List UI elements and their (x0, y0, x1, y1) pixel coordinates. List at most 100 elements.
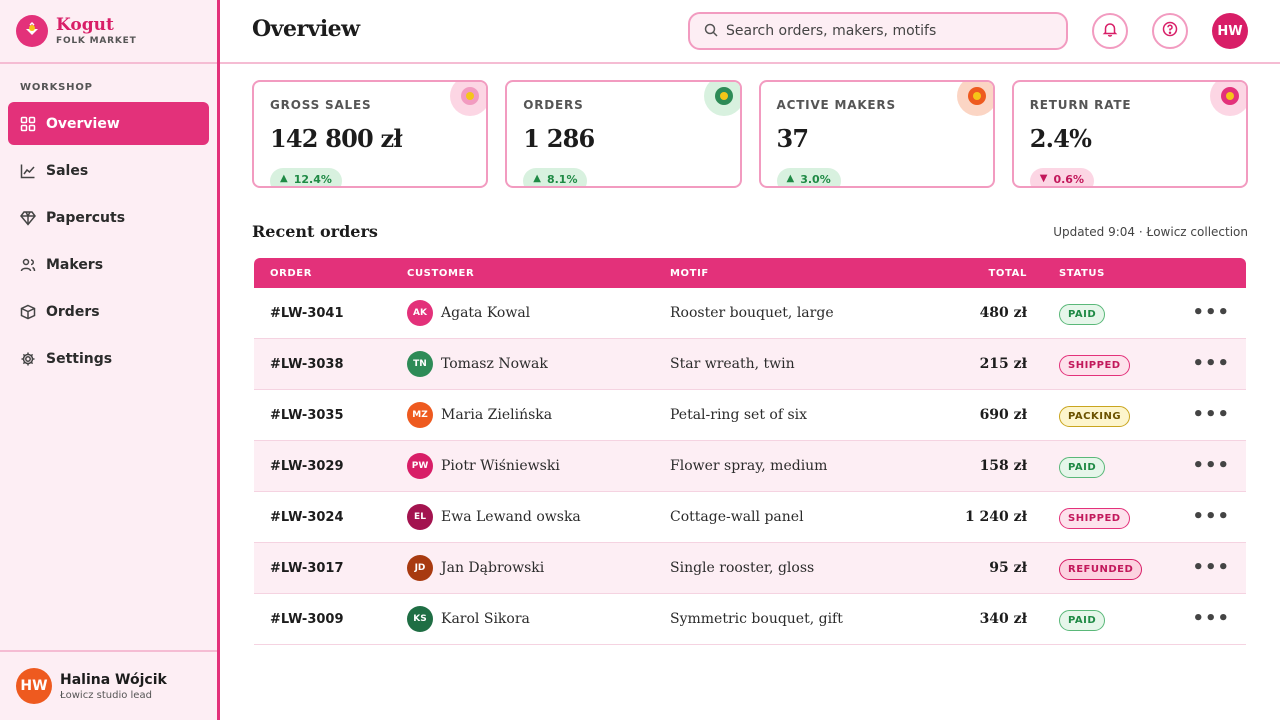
order-id[interactable]: #LW-3041 (270, 305, 344, 321)
search-icon (704, 22, 718, 41)
kpi-delta-value: 0.6% (1053, 173, 1084, 186)
kpi-delta-value: 8.1% (546, 173, 578, 186)
sidebar-item-label: Overview (46, 115, 120, 132)
kpi-card-gross-sales[interactable]: GROSS SALES 142 800 zł ▲ 12.4% (252, 80, 489, 188)
status-badge: REFUNDED (1059, 558, 1143, 580)
sidebar-item-papercuts[interactable]: Papercuts (8, 196, 209, 239)
table-row[interactable]: #LW-3009 KS Karol Sikora Symmetric bouqu… (254, 594, 1246, 645)
kpi-card-return-rate[interactable]: RETURN RATE 2.4% ▼ 0.6% (1011, 80, 1248, 188)
column-header-customer[interactable]: CUSTOMER (407, 267, 475, 279)
order-id[interactable]: #LW-3009 (270, 611, 344, 627)
user-profile[interactable]: HW Halina Wójcik Łowicz studio lead (0, 650, 217, 720)
status-cell: SHIPPED (1027, 506, 1170, 529)
user-role: Łowicz studio lead (60, 689, 152, 701)
kpi-card-orders[interactable]: ORDERS 1 286 ▲ 8.1% (505, 80, 742, 188)
sidebar-item-label: Papercuts (46, 209, 126, 226)
chevron-up-icon: ▲ (280, 173, 288, 184)
sidebar-item-label: Settings (46, 350, 113, 367)
total-cell: 158 zł (979, 458, 1027, 474)
customer-name: Piotr Wiśniewski (441, 458, 560, 474)
more-options-icon[interactable]: ••• (1192, 302, 1230, 323)
status-cell: SHIPPED (1027, 353, 1170, 376)
order-id[interactable]: #LW-3017 (270, 560, 344, 576)
table-row[interactable]: #LW-3041 AK Agata Kowal Rooster bouquet,… (254, 288, 1246, 339)
avatar[interactable]: HW (1212, 13, 1248, 49)
search-input[interactable] (726, 23, 1046, 39)
help-button[interactable] (1152, 13, 1188, 49)
chevron-down-icon: ▼ (1039, 173, 1048, 184)
orders-updated-meta: Updated 9:04 · Łowicz collection (1053, 225, 1248, 239)
kpi-delta-value: 12.4% (293, 173, 332, 186)
chart-line-icon (20, 163, 36, 179)
sidebar-item-sales[interactable]: Sales (8, 149, 209, 192)
status-badge: PAID (1059, 303, 1106, 325)
grid-icon (20, 116, 36, 132)
more-options-icon[interactable]: ••• (1192, 506, 1230, 527)
table-row[interactable]: #LW-3024 EL Ewa Lewand owska Cottage-wal… (254, 492, 1246, 543)
kpi-card-active-makers[interactable]: ACTIVE MAKERS 37 ▲ 3.0% (758, 80, 995, 188)
motif-cell: Cottage-wall panel (670, 509, 804, 525)
sidebar-item-makers[interactable]: Makers (8, 243, 209, 286)
table-row[interactable]: #LW-3029 PW Piotr Wiśniewski Flower spra… (254, 441, 1246, 492)
customer-name: Tomasz Nowak (441, 356, 548, 372)
row-actions: ••• (1170, 608, 1246, 629)
order-id[interactable]: #LW-3038 (270, 356, 344, 372)
customer-name: Ewa Lewand owska (441, 509, 581, 525)
motif-cell: Symmetric bouquet, gift (670, 611, 843, 627)
sidebar-nav: Overview Sales Papercuts Makers Orders (0, 102, 217, 380)
orders-table: ORDER CUSTOMER MOTIF TOTAL STATUS #LW-30… (254, 258, 1246, 645)
kpi-delta: ▲ 8.1% (523, 168, 588, 186)
more-options-icon[interactable]: ••• (1192, 404, 1230, 425)
status-badge: PAID (1059, 456, 1106, 478)
column-header-total[interactable]: TOTAL (988, 267, 1027, 279)
total-cell: 690 zł (979, 407, 1027, 423)
kpi-value: 37 (776, 124, 810, 153)
order-id[interactable]: #LW-3029 (270, 458, 344, 474)
order-id[interactable]: #LW-3035 (270, 407, 344, 423)
more-options-icon[interactable]: ••• (1192, 557, 1230, 578)
total-cell: 480 zł (979, 305, 1027, 321)
notifications-button[interactable] (1092, 13, 1128, 49)
sidebar-item-settings[interactable]: Settings (8, 337, 209, 380)
customer-name: Jan Dąbrowski (441, 560, 545, 576)
user-name: Halina Wójcik (60, 671, 167, 688)
column-header-order[interactable]: ORDER (270, 267, 313, 279)
sidebar-item-label: Orders (46, 303, 100, 320)
avatar: EL (407, 504, 433, 530)
order-id[interactable]: #LW-3024 (270, 509, 344, 525)
customer-cell: TN Tomasz Nowak (407, 351, 670, 377)
sidebar-item-overview[interactable]: Overview (8, 102, 209, 145)
row-actions: ••• (1170, 557, 1246, 578)
column-header-motif[interactable]: MOTIF (670, 267, 709, 279)
brand[interactable]: Kogut FOLK MARKET (0, 0, 217, 64)
column-header-status[interactable]: STATUS (1059, 267, 1105, 279)
motif-cell: Flower spray, medium (670, 458, 828, 474)
kpi-label: RETURN RATE (1029, 98, 1132, 112)
rooster-logo-icon (16, 15, 48, 47)
customer-cell: AK Agata Kowal (407, 300, 670, 326)
motif-cell: Petal-ring set of six (670, 407, 808, 423)
status-dot-icon (956, 82, 993, 116)
more-options-icon[interactable]: ••• (1192, 455, 1230, 476)
more-options-icon[interactable]: ••• (1192, 353, 1230, 374)
table-row[interactable]: #LW-3017 JD Jan Dąbrowski Single rooster… (254, 543, 1246, 594)
users-icon (20, 257, 36, 273)
status-badge: PAID (1059, 609, 1106, 631)
avatar: AK (407, 300, 433, 326)
kpi-delta: ▲ 3.0% (776, 168, 841, 186)
total-cell: 1 240 zł (964, 509, 1027, 525)
sidebar-item-orders[interactable]: Orders (8, 290, 209, 333)
table-row[interactable]: #LW-3038 TN Tomasz Nowak Star wreath, tw… (254, 339, 1246, 390)
table-row[interactable]: #LW-3035 MZ Maria Zielińska Petal-ring s… (254, 390, 1246, 441)
avatar: PW (407, 453, 433, 479)
customer-name: Agata Kowal (441, 305, 531, 321)
bell-icon (1102, 21, 1118, 41)
kpi-value: 142 800 zł (270, 124, 403, 153)
customer-name: Maria Zielińska (441, 407, 553, 423)
kpi-delta: ▲ 12.4% (270, 168, 342, 186)
search-box[interactable] (688, 12, 1068, 50)
more-options-icon[interactable]: ••• (1192, 608, 1230, 629)
status-badge: PACKING (1059, 405, 1131, 427)
kpi-value: 1 286 (523, 124, 595, 153)
table-header: ORDER CUSTOMER MOTIF TOTAL STATUS (254, 258, 1246, 288)
